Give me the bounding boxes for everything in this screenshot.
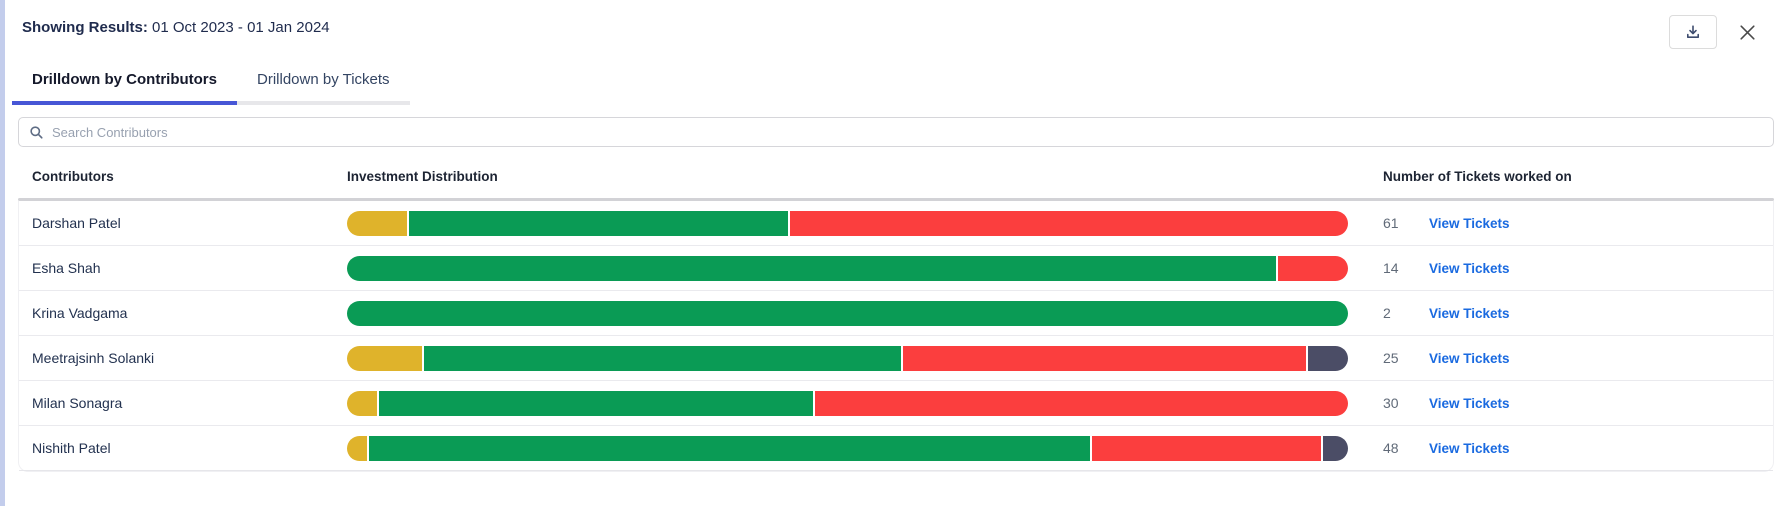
contributor-name: Milan Sonagra [32,395,123,411]
investment-distribution-cell [347,210,1383,236]
bar-segment-green [423,345,902,371]
contributor-name: Nishith Patel [32,440,111,456]
contributor-name: Meetrajsinh Solanki [32,350,155,366]
bar-segment-yellow [347,390,377,416]
bar-segment-green [347,255,1277,281]
investment-distribution-cell [347,255,1383,281]
table-row: Milan Sonagra 30 View Tickets [19,381,1773,426]
investment-distribution-bar [347,210,1348,236]
investment-distribution-cell [347,435,1383,461]
column-header-number-of-tickets: Number of Tickets worked on [1383,169,1572,184]
table-row: Nishith Patel 48 View Tickets [19,426,1773,471]
contributor-name: Darshan Patel [32,215,121,231]
view-tickets-link[interactable]: View Tickets [1429,305,1510,321]
view-tickets-link[interactable]: View Tickets [1429,440,1510,456]
tickets-count: 30 [1383,395,1399,411]
bar-segment-slate [1308,345,1348,371]
bar-segment-red [789,210,1348,236]
download-icon [1685,24,1701,40]
investment-distribution-cell [347,345,1383,371]
investment-distribution-bar [347,300,1348,326]
bar-segment-red [814,390,1348,416]
bar-segment-green [408,210,788,236]
tickets-count: 25 [1383,350,1399,366]
investment-distribution-cell [347,390,1383,416]
close-button[interactable] [1737,22,1758,43]
investment-distribution-bar [347,345,1348,371]
bar-segment-slate [1323,435,1348,461]
search-input[interactable] [52,124,1763,140]
tickets-count: 48 [1383,440,1399,456]
panel-left-border [0,0,5,506]
tab-label: Drilldown by Contributors [32,71,217,88]
table-row: Esha Shah 14 View Tickets [19,246,1773,291]
bar-segment-green [378,390,813,416]
bar-segment-red [1278,255,1348,281]
table-body: Darshan Patel 61 View Tickets Esha Shah 14 Vi… [18,201,1774,472]
tickets-count: 14 [1383,260,1399,276]
table-header-divider [18,198,1774,201]
view-tickets-link[interactable]: View Tickets [1429,215,1510,231]
investment-distribution-bar [347,255,1348,281]
download-button[interactable] [1669,15,1717,49]
results-header: Showing Results: 01 Oct 2023 - 01 Jan 20… [0,0,1792,49]
view-tickets-link[interactable]: View Tickets [1429,260,1510,276]
investment-distribution-bar [347,390,1348,416]
showing-results-value: 01 Oct 2023 - 01 Jan 2024 [152,19,330,36]
contributors-table: Contributors Investment Distribution Num… [18,147,1774,472]
bar-segment-green [347,300,1348,326]
tab-label: Drilldown by Tickets [257,71,390,88]
drilldown-tabs: Drilldown by Contributors Drilldown by T… [12,63,410,105]
investment-distribution-cell [347,300,1383,326]
contributor-name: Krina Vadgama [32,305,128,321]
bar-segment-yellow [347,345,422,371]
table-row: Krina Vadgama 2 View Tickets [19,291,1773,336]
bar-segment-green [368,435,1091,461]
search-contributors-box [18,117,1774,147]
search-icon [29,125,44,140]
investment-distribution-bar [347,435,1348,461]
tab-drilldown-by-contributors[interactable]: Drilldown by Contributors [12,63,237,105]
bar-segment-yellow [347,210,407,236]
showing-results-label: Showing Results: [22,19,148,36]
tab-drilldown-by-tickets[interactable]: Drilldown by Tickets [237,63,410,105]
bar-segment-yellow [347,435,367,461]
table-row: Darshan Patel 61 View Tickets [19,201,1773,246]
bar-segment-red [903,345,1307,371]
table-header: Contributors Investment Distribution Num… [18,147,1774,198]
header-actions [1669,13,1758,49]
view-tickets-link[interactable]: View Tickets [1429,395,1510,411]
column-header-contributors: Contributors [32,169,114,184]
bar-segment-red [1092,435,1322,461]
tickets-count: 61 [1383,215,1399,231]
table-row: Meetrajsinh Solanki 25 View Tickets [19,336,1773,381]
showing-results-text: Showing Results: 01 Oct 2023 - 01 Jan 20… [22,13,330,36]
contributor-name: Esha Shah [32,260,101,276]
column-header-investment-distribution: Investment Distribution [347,169,498,184]
view-tickets-link[interactable]: View Tickets [1429,350,1510,366]
tickets-count: 2 [1383,305,1391,321]
close-icon [1737,22,1758,43]
